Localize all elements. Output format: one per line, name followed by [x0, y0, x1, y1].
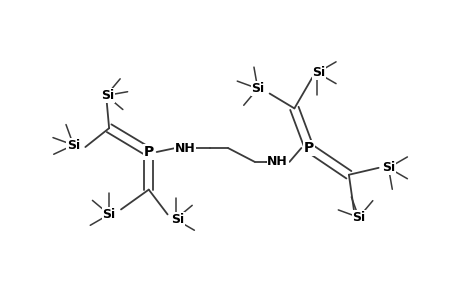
- Text: P: P: [143, 145, 154, 159]
- Text: P: P: [303, 141, 313, 155]
- Text: Si: Si: [102, 208, 116, 221]
- Text: Si: Si: [171, 213, 184, 226]
- Text: Si: Si: [312, 66, 325, 79]
- Text: Si: Si: [67, 139, 80, 152]
- Text: Si: Si: [352, 211, 364, 224]
- Text: Si: Si: [381, 161, 394, 174]
- Text: Si: Si: [251, 82, 264, 95]
- Text: Si: Si: [101, 89, 114, 102]
- Text: NH: NH: [267, 155, 287, 168]
- Text: NH: NH: [175, 142, 196, 154]
